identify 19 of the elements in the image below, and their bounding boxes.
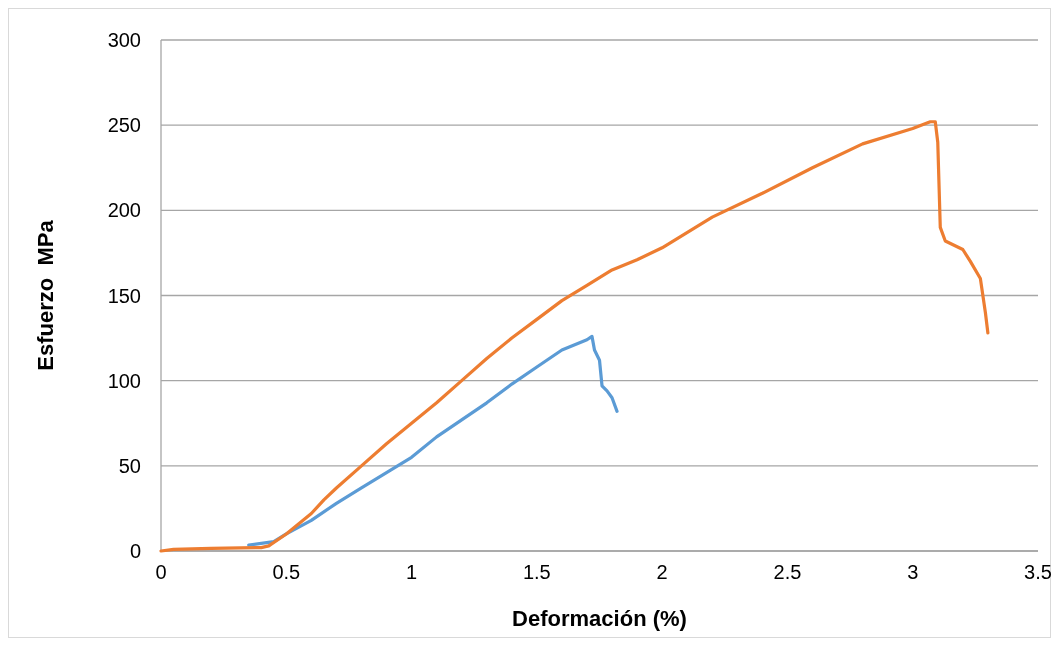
line-series xyxy=(247,334,619,547)
y-tick-label: 200 xyxy=(107,199,141,222)
x-tick-label: 1 xyxy=(406,561,418,583)
x-tick-label: 3 xyxy=(907,561,919,583)
x-tick-label: 0 xyxy=(155,561,167,583)
x-tick-label: 2.5 xyxy=(773,561,802,583)
x-tick-label: 1.5 xyxy=(522,561,551,583)
y-axis-title: Esfuerzo MPa xyxy=(33,219,58,371)
x-tick-label: 3.5 xyxy=(1024,561,1052,583)
y-tick-label: 300 xyxy=(107,29,141,51)
x-tick-label: 0.5 xyxy=(272,561,301,583)
x-tick-label: 2 xyxy=(656,561,668,583)
y-tick-label: 50 xyxy=(118,454,141,477)
y-tick-label: 150 xyxy=(107,284,141,307)
y-tick-label: 250 xyxy=(107,114,141,137)
y-tick-label: 0 xyxy=(129,540,141,562)
y-tick-label: 100 xyxy=(107,369,141,392)
x-axis-title: Deformación (%) xyxy=(512,606,687,631)
line-series xyxy=(159,120,990,553)
